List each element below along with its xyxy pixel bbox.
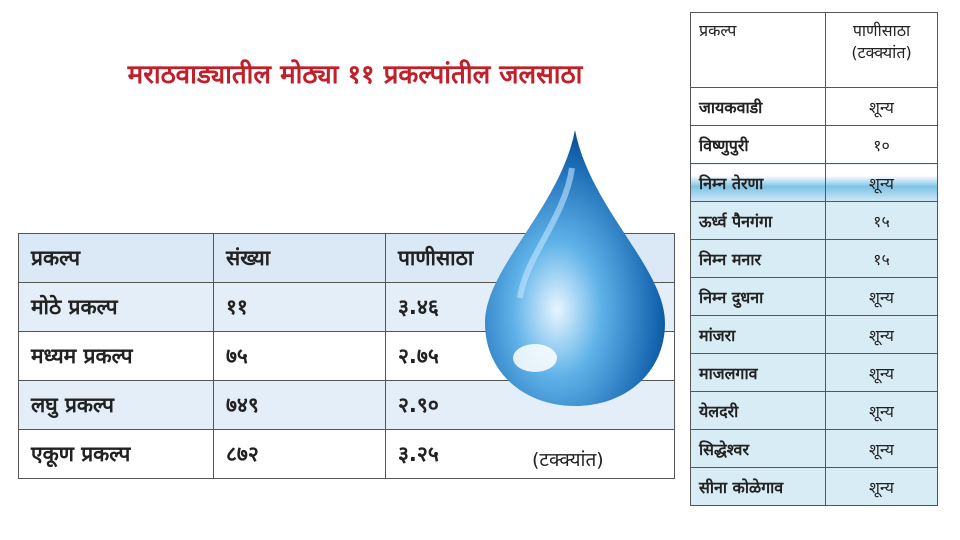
header-text: पाणीसाठा bbox=[852, 21, 911, 40]
storage: शून्य bbox=[825, 87, 938, 126]
storage: शून्य bbox=[825, 467, 938, 506]
row: मांजरा शून्य bbox=[690, 315, 938, 354]
cell: मोठे प्रकल्प bbox=[18, 282, 214, 332]
row: निम्न मनार १५ bbox=[690, 239, 938, 278]
header-cell: संख्या bbox=[213, 233, 386, 283]
row: जायकवाडी शून्य bbox=[690, 87, 938, 126]
project-name: ऊर्ध्व पैनगंगा bbox=[690, 201, 826, 240]
project-name: निम्न मनार bbox=[690, 239, 826, 278]
row: सीना कोळेगाव शून्य bbox=[690, 467, 938, 506]
storage: १५ bbox=[825, 239, 938, 278]
storage: शून्य bbox=[825, 277, 938, 316]
header-cell: प्रकल्प bbox=[690, 12, 826, 88]
row: येलदरी शून्य bbox=[690, 391, 938, 430]
storage: १५ bbox=[825, 201, 938, 240]
storage: शून्य bbox=[825, 163, 938, 202]
header-cell: पाणीसाठा (टक्क्यांत) bbox=[825, 12, 938, 88]
row: सिद्धेश्वर शून्य bbox=[690, 429, 938, 468]
project-name: निम्न तेरणा bbox=[690, 163, 826, 202]
unit-note: (टक्क्यांत) bbox=[532, 449, 604, 471]
header-unit: (टक्क्यांत) bbox=[851, 43, 912, 62]
project-name: माजलगाव bbox=[690, 353, 826, 392]
row: विष्णुपुरी १० bbox=[690, 125, 938, 164]
project-name: सिद्धेश्वर bbox=[690, 429, 826, 468]
row: निम्न तेरणा शून्य bbox=[690, 163, 938, 202]
cell: मध्यम प्रकल्प bbox=[18, 331, 214, 381]
header-row: प्रकल्प पाणीसाठा (टक्क्यांत) bbox=[690, 12, 938, 88]
project-name: येलदरी bbox=[690, 391, 826, 430]
row: माजलगाव शून्य bbox=[690, 353, 938, 392]
row: निम्न दुधना शून्य bbox=[690, 277, 938, 316]
project-table: प्रकल्प पाणीसाठा (टक्क्यांत) जायकवाडी शून्य व… bbox=[690, 12, 938, 506]
header-cell: प्रकल्प bbox=[18, 233, 214, 283]
project-name: जायकवाडी bbox=[690, 87, 826, 126]
storage: शून्य bbox=[825, 315, 938, 354]
cell: एकूण प्रकल्प bbox=[18, 429, 214, 479]
project-name: सीना कोळेगाव bbox=[690, 467, 826, 506]
cell: ३.२५ bbox=[385, 429, 675, 479]
cell: ७५ bbox=[213, 331, 386, 381]
project-name: मांजरा bbox=[690, 315, 826, 354]
storage: शून्य bbox=[825, 391, 938, 430]
project-name: निम्न दुधना bbox=[690, 277, 826, 316]
cell: ८७२ bbox=[213, 429, 386, 479]
storage: शून्य bbox=[825, 429, 938, 468]
storage: शून्य bbox=[825, 353, 938, 392]
project-name: विष्णुपुरी bbox=[690, 125, 826, 164]
row: एकूण प्रकल्प ८७२ ३.२५ bbox=[18, 429, 675, 479]
water-drop bbox=[485, 130, 665, 406]
row: ऊर्ध्व पैनगंगा १५ bbox=[690, 201, 938, 240]
cell: ७४९ bbox=[213, 380, 386, 430]
cell: ११ bbox=[213, 282, 386, 332]
cell: लघु प्रकल्प bbox=[18, 380, 214, 430]
title: मराठवाड्यातील मोठ्या ११ प्रकल्पांतील जलस… bbox=[127, 60, 583, 90]
storage: १० bbox=[825, 125, 938, 164]
